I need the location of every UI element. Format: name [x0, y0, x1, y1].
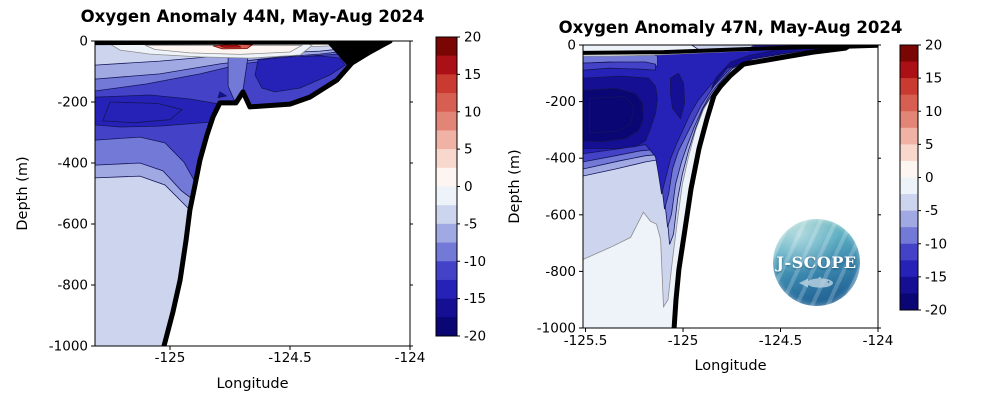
colorbar-segment	[900, 293, 918, 311]
colorbar-tick-label: 15	[925, 71, 942, 87]
colorbar-segment	[436, 223, 457, 244]
y-tick-label: -600	[545, 207, 576, 223]
colorbar-segment	[900, 160, 918, 178]
colorbar-segment	[436, 298, 457, 318]
colorbar-segment	[436, 205, 457, 225]
colorbar-segment	[900, 227, 918, 245]
colorbar-segment	[436, 279, 457, 300]
colorbar-tick-label: -20	[925, 303, 947, 319]
colorbar-segment	[436, 186, 457, 206]
colorbar-segment	[436, 37, 457, 57]
colorbar-segment	[900, 177, 918, 195]
colorbar: 20 15 10 5 0 -5 -10 -15 -20	[899, 38, 947, 319]
colorbar-tick-label: -15	[925, 269, 947, 285]
jscope-logo-text: J-SCOPE	[776, 253, 857, 272]
x-tick-label: -125	[155, 350, 186, 366]
colorbar-segment	[900, 61, 918, 79]
x-tick-label: -125.5	[564, 333, 608, 349]
contour-region	[583, 87, 644, 143]
colorbar-segment	[436, 130, 457, 150]
colorbar-segment	[436, 149, 457, 169]
x-tick-label: -124.5	[759, 333, 803, 349]
colorbar-tick-label: 5	[925, 137, 934, 153]
y-tick-label: -1000	[537, 321, 576, 337]
colorbar-tick-label: -5	[925, 203, 938, 219]
y-axis-label: Depth (m)	[507, 149, 523, 223]
contour-region	[217, 91, 228, 99]
seafloor-mask	[164, 41, 410, 346]
y-tick-label: -800	[57, 278, 88, 294]
x-tick-label: -124	[395, 350, 426, 366]
contour-region	[102, 101, 183, 124]
x-tick-label: -124.5	[268, 350, 312, 366]
colorbar-tick-label: 5	[464, 142, 473, 158]
contour-region	[583, 61, 656, 71]
contour-region	[670, 72, 686, 120]
x-axis-label: Longitude	[694, 358, 766, 374]
y-tick-label: -200	[545, 94, 576, 110]
colorbar-segment	[900, 260, 918, 278]
colorbar-segment	[436, 242, 457, 262]
colorbar-tick-label: 20	[925, 38, 942, 54]
colorbar-segment	[900, 94, 918, 112]
x-tick-label: -125	[668, 333, 699, 349]
colorbar-segment	[900, 194, 918, 212]
jscope-logo: J-SCOPE	[773, 219, 860, 306]
colorbar-tick-label: -5	[464, 216, 477, 232]
colorbar-tick-label: 0	[464, 179, 473, 195]
colorbar-tick-label: 10	[925, 104, 942, 120]
surface-line	[583, 45, 878, 55]
colorbar-segment	[900, 210, 918, 228]
fish-icon	[799, 276, 833, 288]
axes-box	[582, 44, 879, 329]
colorbar-tick-label: -20	[464, 329, 486, 345]
contour-region	[219, 44, 242, 48]
colorbar-segment	[436, 261, 457, 281]
colorbar-tick-label: -10	[925, 236, 947, 252]
bathymetry-line	[161, 41, 393, 346]
colorbar-segment	[900, 243, 918, 261]
axes-box	[94, 40, 411, 347]
contour-region	[144, 44, 304, 55]
colorbar-segment	[436, 167, 457, 187]
surface-line	[95, 41, 393, 46]
colorbar-segment	[900, 111, 918, 129]
colorbar-segment	[900, 127, 918, 145]
contour-region	[254, 55, 346, 93]
colorbar-segment	[436, 317, 457, 337]
colorbar-segment	[900, 276, 918, 294]
bathymetry-line	[671, 45, 878, 328]
y-tick-label: 0	[567, 38, 576, 54]
panel-44N-plot-area	[95, 41, 410, 346]
colorbar-tick-label: 20	[464, 30, 481, 46]
colorbar-tick-label: -15	[464, 291, 486, 307]
y-axis-label: Depth (m)	[15, 156, 31, 230]
colorbar-segment	[900, 144, 918, 162]
x-tick-label: -124	[863, 333, 894, 349]
colorbar-segment	[900, 45, 918, 63]
panel-title: Oxygen Anomaly 44N, May-Aug 2024	[81, 7, 425, 26]
y-tick-label: -200	[57, 95, 88, 111]
colorbar-segment	[436, 55, 457, 75]
colorbar-tick-label: -10	[464, 254, 486, 270]
y-tick-label: -600	[57, 217, 88, 233]
y-tick-label: -400	[57, 156, 88, 172]
contour-region	[589, 96, 635, 134]
colorbar-tick-label: 15	[464, 67, 481, 83]
colorbar: 20 15 10 5 0 -5 -10 -15 -20	[435, 30, 486, 345]
y-tick-label: 0	[79, 34, 88, 50]
colorbar-tick-label: 10	[464, 104, 481, 120]
colorbar-segment	[900, 78, 918, 96]
colorbar-segment	[436, 111, 457, 131]
colorbar-segment	[436, 93, 457, 113]
panel-title: Oxygen Anomaly 47N, May-Aug 2024	[559, 18, 903, 37]
x-axis-label: Longitude	[216, 376, 288, 392]
y-tick-label: -1000	[49, 339, 88, 355]
colorbar-tick-label: 0	[925, 170, 934, 186]
y-tick-label: -800	[545, 264, 576, 280]
y-tick-label: -400	[545, 151, 576, 167]
colorbar-segment	[436, 74, 457, 94]
